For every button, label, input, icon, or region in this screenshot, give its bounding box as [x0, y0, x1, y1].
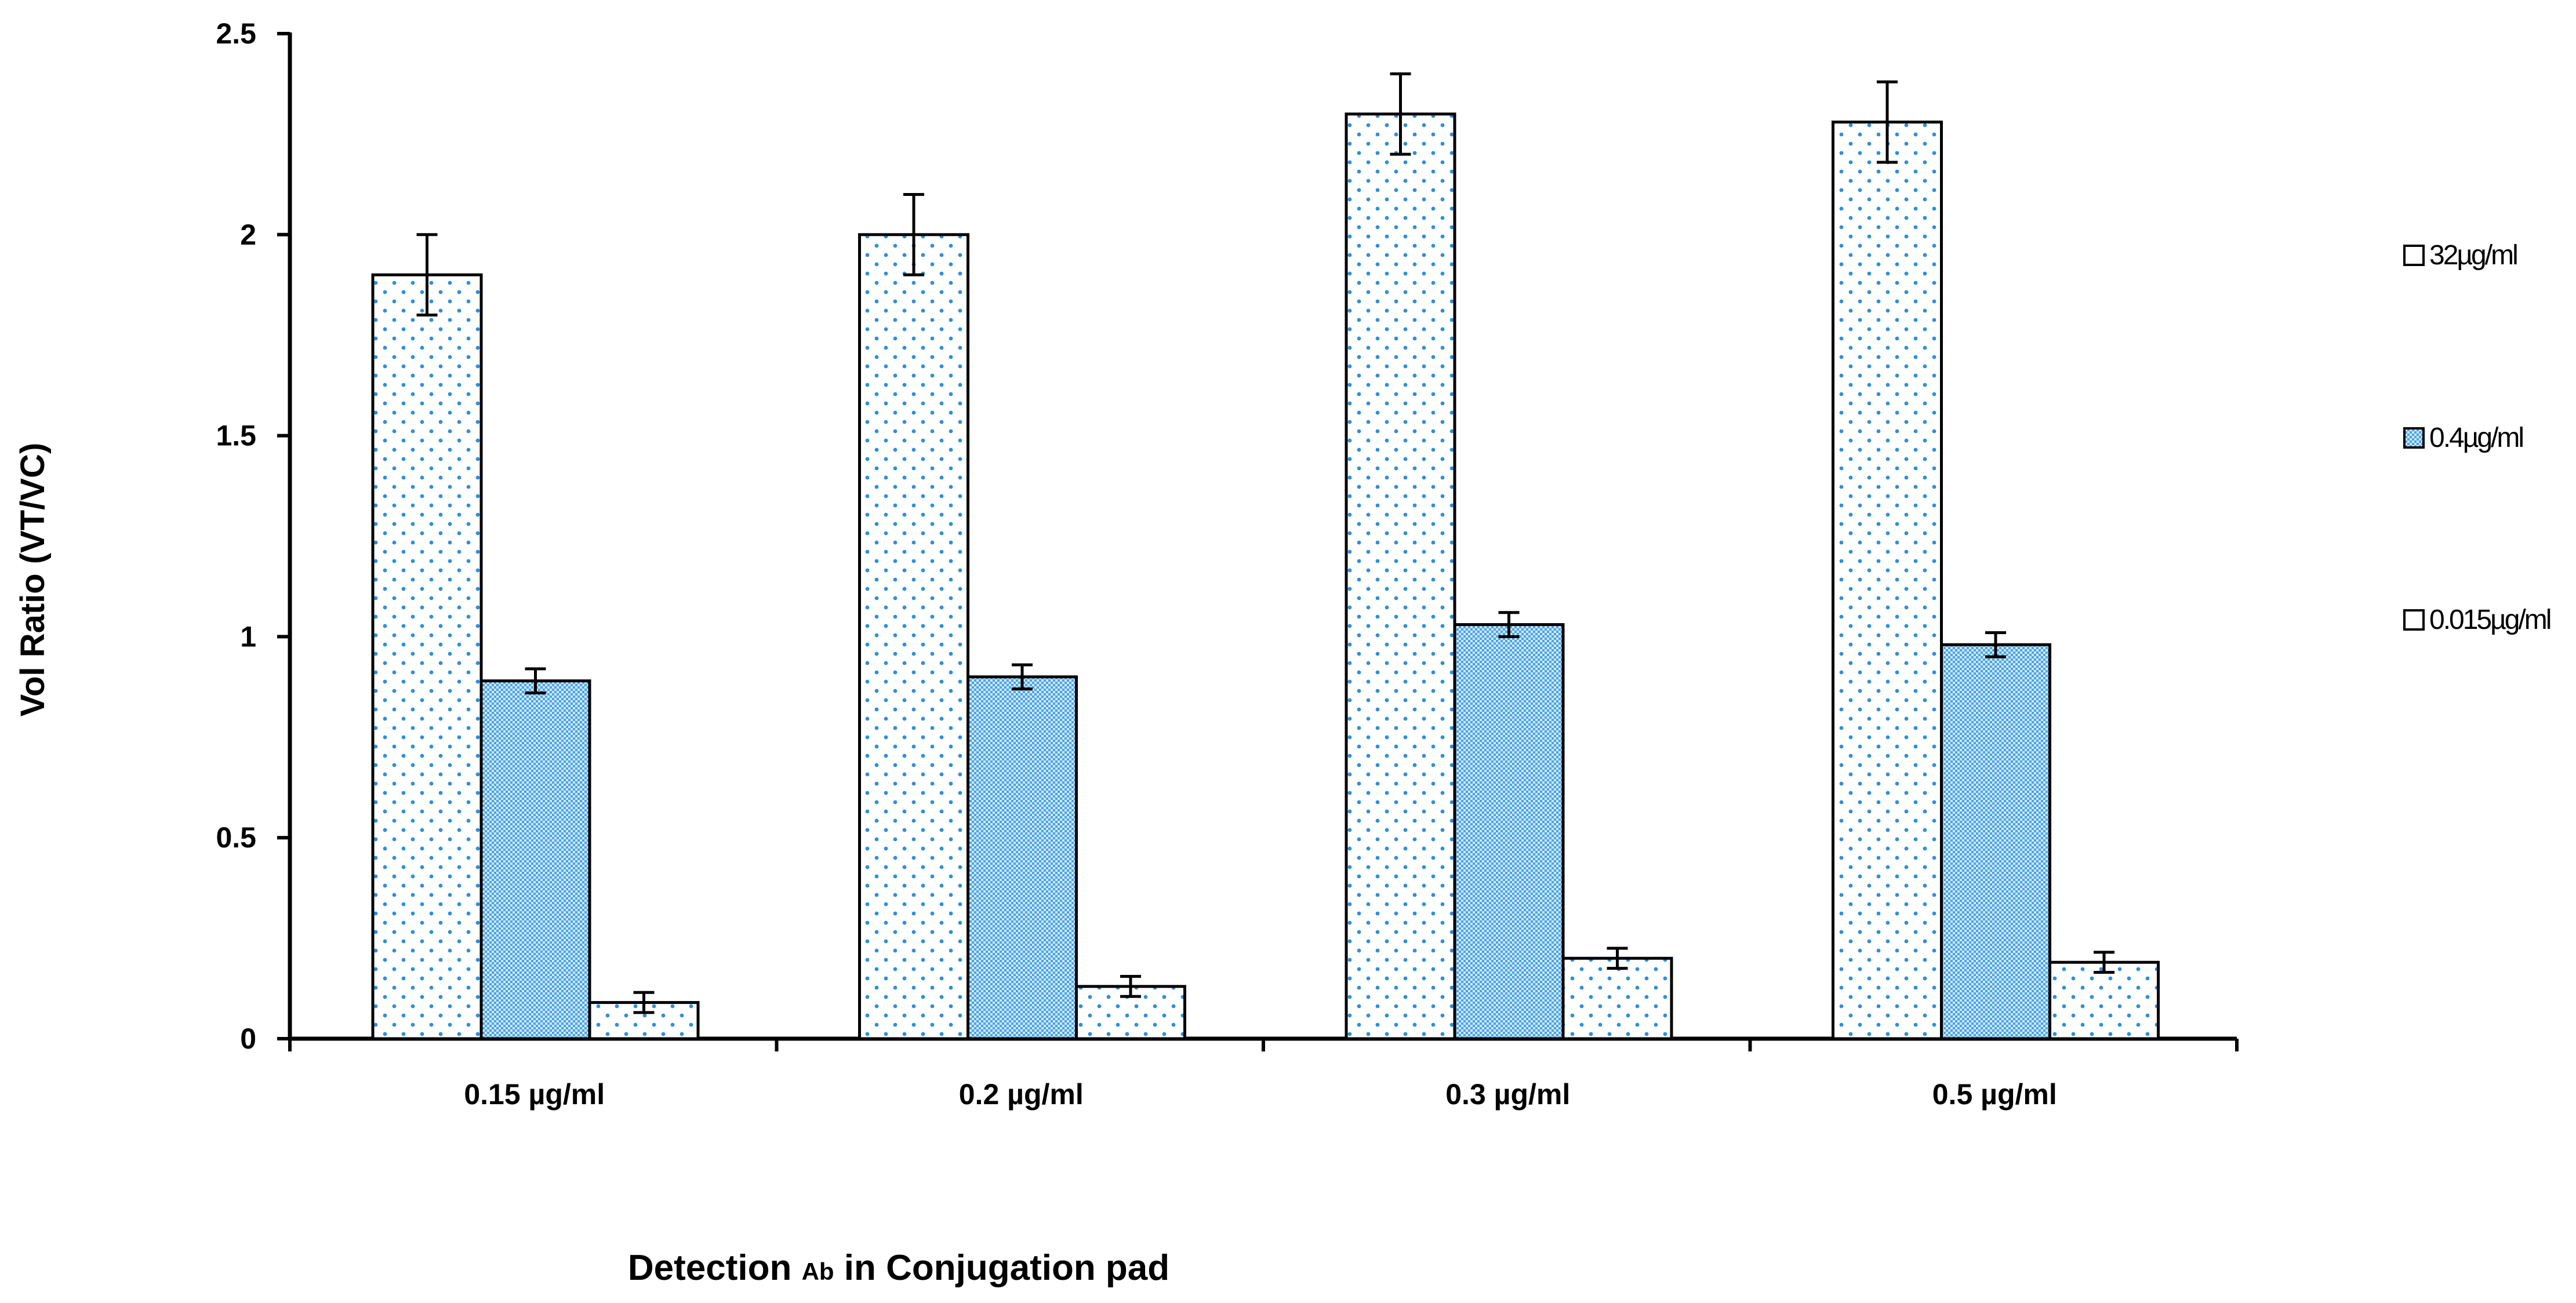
- y-tick-label: 0: [240, 1022, 256, 1055]
- bar: [1453, 623, 1565, 1040]
- x-axis-label-part-2: Ab: [802, 1258, 834, 1285]
- bar: [479, 679, 591, 1040]
- y-tick-label: 2.5: [216, 17, 256, 50]
- x-category-label: 0.15 µg/ml: [464, 1078, 605, 1111]
- legend-swatch: [2403, 427, 2425, 449]
- legend-label: 0.015µg/ml: [2429, 605, 2550, 635]
- error-bars-group: [416, 72, 2114, 1014]
- bar: [2048, 960, 2160, 1040]
- bars-group: [371, 112, 2160, 1040]
- x-axis-label: Detection Ab in Conjugation pad: [628, 1248, 1169, 1288]
- legend-label: 32µg/ml: [2429, 240, 2517, 271]
- bar: [1345, 112, 1456, 1040]
- x-category-label: 0.5 µg/ml: [1932, 1078, 2057, 1111]
- y-tick-labels: 0 0.5 1 1.5 2 2.5: [216, 17, 256, 1055]
- legend: 32µg/ml 0.4µg/ml 0.015µg/ml: [2403, 240, 2552, 635]
- legend-swatch: [2403, 245, 2425, 266]
- y-tick-label: 1.5: [216, 420, 256, 452]
- y-axis-label: Vol Ratio (VT/VC): [14, 443, 52, 717]
- y-tick-label: 0.5: [216, 821, 256, 854]
- x-category-label: 0.2 µg/ml: [959, 1078, 1084, 1111]
- bar: [371, 273, 483, 1040]
- bar: [967, 675, 1078, 1040]
- bar: [858, 233, 969, 1040]
- x-axis-label-part-1: Detection: [628, 1248, 802, 1288]
- bar: [588, 1001, 700, 1040]
- legend-label: 0.4µg/ml: [2429, 423, 2523, 453]
- x-category-label: 0.3 µg/ml: [1445, 1078, 1570, 1111]
- x-axis-label-part-3: in Conjugation pad: [834, 1248, 1170, 1288]
- y-tick-label: 1: [240, 620, 256, 653]
- x-category-labels: 0.15 µg/ml 0.2 µg/ml 0.3 µg/ml 0.5 µg/ml: [464, 1078, 2057, 1111]
- bar: [1940, 643, 2051, 1040]
- legend-swatch: [2403, 609, 2425, 631]
- bar: [1832, 121, 1943, 1040]
- bar: [1561, 956, 1673, 1040]
- y-tick-label: 2: [240, 219, 256, 251]
